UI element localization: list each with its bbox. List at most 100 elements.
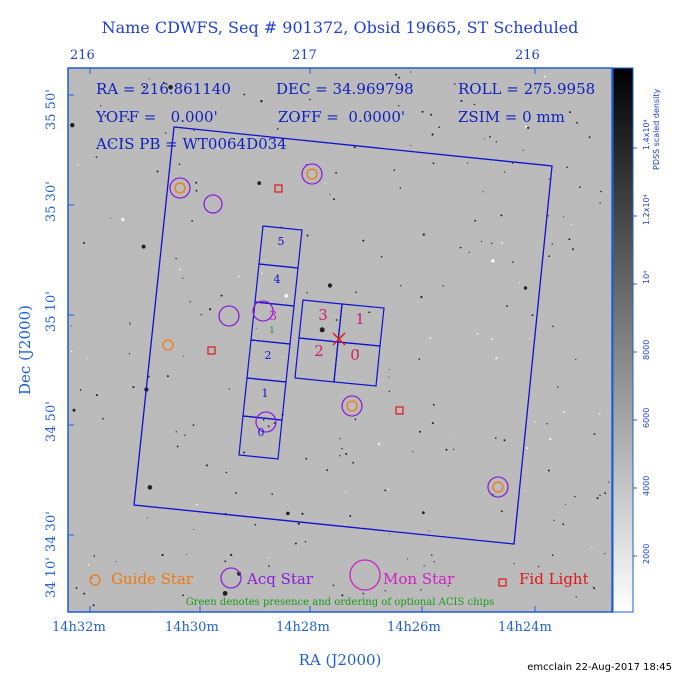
background-star — [454, 83, 456, 85]
background-star — [546, 423, 548, 425]
background-star — [431, 422, 434, 425]
background-star — [262, 419, 265, 421]
background-star — [77, 164, 79, 166]
background-star — [388, 390, 390, 393]
chip-label-s3: 3 — [269, 309, 277, 324]
y-axis-label: Dec (J2000) — [16, 305, 34, 395]
background-star — [388, 533, 390, 535]
background-star — [368, 311, 371, 314]
background-star — [356, 349, 359, 352]
background-star — [243, 451, 246, 454]
background-star — [459, 246, 462, 249]
info-zsim: ZSIM = 0 mm — [458, 108, 565, 126]
background-star — [184, 434, 186, 436]
background-star — [329, 194, 331, 196]
info-yoff: YOFF = 0.000' — [96, 108, 218, 126]
background-star — [575, 359, 577, 361]
fid-lights — [207, 184, 404, 415]
background-star — [91, 577, 93, 579]
dec-tick-label: 34 30' — [44, 511, 59, 552]
background-star — [480, 240, 483, 242]
background-star — [423, 565, 425, 567]
background-star — [432, 403, 435, 406]
background-star — [294, 542, 297, 545]
info-roll: ROLL = 275.9958 — [458, 80, 596, 98]
chip-label-s2: 2 — [265, 349, 272, 362]
background-star — [161, 553, 164, 557]
background-star — [368, 115, 370, 117]
chip-label-i3: 3 — [318, 306, 328, 324]
background-star — [543, 75, 546, 78]
background-star — [182, 277, 184, 279]
background-star — [319, 327, 325, 333]
background-star — [205, 464, 208, 467]
background-star — [132, 386, 135, 389]
background-star — [235, 492, 237, 494]
background-star — [393, 169, 396, 171]
background-star — [482, 191, 484, 193]
colorbar-tick-label: 8000 — [642, 339, 651, 360]
background-star — [335, 171, 337, 174]
acis-i-chips — [294, 299, 385, 387]
background-star — [176, 445, 179, 448]
background-star — [476, 333, 479, 335]
optional-chip-note: Green denotes presence and ordering of o… — [185, 597, 495, 608]
background-star — [420, 589, 422, 591]
background-star — [512, 261, 514, 263]
background-star — [326, 469, 328, 472]
background-star — [96, 394, 98, 397]
background-star — [531, 314, 534, 317]
background-star — [115, 561, 117, 563]
background-star — [332, 198, 335, 201]
background-star — [407, 558, 409, 560]
info-ra: RA = 216.861140 — [96, 80, 231, 98]
background-star — [178, 163, 181, 166]
dec-tick-label: 35 10' — [44, 291, 59, 332]
dec-tick-label: 35 50' — [44, 89, 59, 130]
background-star — [593, 587, 596, 590]
background-star — [87, 564, 90, 566]
legend-acq-label: Acq Star — [247, 570, 314, 588]
background-star — [127, 118, 130, 121]
background-star — [551, 243, 553, 245]
background-star — [474, 219, 477, 222]
background-star — [182, 355, 184, 357]
dec-tick-label: 35 30' — [44, 181, 59, 222]
background-star — [148, 375, 150, 378]
info-acis: ACIS PB = WT0064D034 — [96, 135, 287, 153]
background-star — [445, 448, 448, 451]
background-star — [442, 285, 444, 287]
guide-stars — [162, 168, 504, 493]
background-star — [534, 87, 537, 89]
background-star — [273, 422, 276, 424]
background-star — [506, 305, 508, 307]
background-star — [352, 461, 355, 464]
background-star — [168, 85, 173, 90]
background-star — [587, 582, 589, 584]
background-star — [355, 291, 357, 294]
background-star — [575, 596, 577, 598]
background-star — [102, 417, 104, 420]
background-star — [72, 408, 76, 412]
background-star — [576, 121, 578, 124]
chip-label-s1: 1 — [262, 387, 269, 400]
background-star — [343, 523, 345, 525]
background-star — [261, 272, 263, 274]
x-axis-label: RA (J2000) — [298, 651, 382, 669]
background-star — [420, 296, 423, 299]
background-star — [574, 495, 576, 498]
background-star — [562, 523, 565, 526]
background-star — [268, 557, 270, 559]
background-star — [70, 325, 72, 327]
background-star — [100, 89, 103, 91]
background-star — [608, 481, 610, 483]
background-star — [156, 170, 159, 173]
background-star — [327, 283, 333, 288]
background-star — [309, 98, 311, 101]
background-star — [563, 216, 565, 218]
bottom-tick-label: 14h24m — [498, 620, 552, 635]
colorbar-ticks — [633, 147, 637, 557]
background-star — [341, 448, 343, 450]
background-star — [92, 604, 95, 607]
